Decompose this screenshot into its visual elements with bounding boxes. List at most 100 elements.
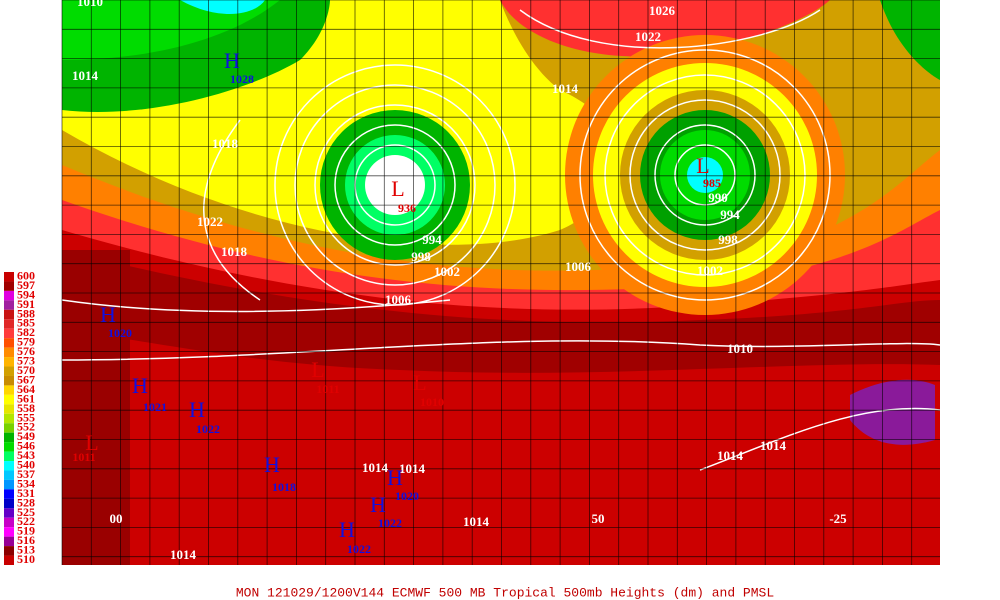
high-symbol: H xyxy=(100,302,116,327)
color-scale-label: 543 xyxy=(17,448,35,462)
color-scale-label: 564 xyxy=(17,382,35,396)
pressure-centers: H 1028 H 1020 H 1021 H 1022 H 1018 H 102… xyxy=(72,48,721,556)
isobar-label: 1014 xyxy=(170,547,197,562)
color-swatch xyxy=(4,517,14,528)
color-scale-label: 558 xyxy=(17,401,35,415)
color-swatch xyxy=(4,413,14,424)
high-symbol: H xyxy=(339,517,355,542)
color-swatch xyxy=(4,347,14,358)
high-value: 1022 xyxy=(347,542,371,556)
isobar-label: 994 xyxy=(720,207,740,222)
isobar-label: 1026 xyxy=(649,3,676,18)
color-swatch xyxy=(4,423,14,433)
color-scale-label: 552 xyxy=(17,420,35,434)
isobar-label: 998 xyxy=(411,249,431,264)
color-scale-label: 519 xyxy=(17,524,35,538)
color-swatch xyxy=(4,461,14,471)
color-scale-label: 579 xyxy=(17,335,35,349)
low-value: 1011 xyxy=(72,450,95,464)
isobar-label: 1014 xyxy=(552,81,579,96)
color-scale-label: 531 xyxy=(17,486,35,500)
color-scale-label: 522 xyxy=(17,514,35,528)
color-swatch xyxy=(4,508,14,518)
color-swatch xyxy=(4,442,14,452)
color-swatch xyxy=(4,432,14,443)
height-field xyxy=(62,0,940,565)
low-symbol: L xyxy=(85,430,98,455)
high-symbol: H xyxy=(370,492,386,517)
isobar-label: 1014 xyxy=(399,461,426,476)
color-swatch xyxy=(4,536,14,547)
high-symbol: H xyxy=(189,397,205,422)
color-scale-label: 576 xyxy=(17,344,35,358)
color-swatch xyxy=(4,479,14,490)
longitude-label: -25 xyxy=(829,511,847,526)
high-value: 1022 xyxy=(196,422,220,436)
isobar-label: 1006 xyxy=(565,259,592,274)
color-swatch xyxy=(4,470,14,480)
color-scale-label: 516 xyxy=(17,533,35,547)
color-swatch xyxy=(4,555,14,565)
high-value: 1022 xyxy=(378,516,402,530)
isobar-label: 1014 xyxy=(717,448,744,463)
low-symbol: L xyxy=(696,153,709,178)
low-value: 1011 xyxy=(316,382,339,396)
color-scale-label: 534 xyxy=(17,476,35,490)
color-scale-label: 528 xyxy=(17,495,35,509)
color-scale: 6005975945915885855825795765735705675645… xyxy=(4,268,35,566)
isobar-label: 1014 xyxy=(72,68,99,83)
color-swatch xyxy=(4,309,14,320)
color-scale-label: 510 xyxy=(17,552,35,566)
isobar-label: 1018 xyxy=(221,244,248,259)
low-symbol: L xyxy=(413,370,426,395)
isobar-label: 1010 xyxy=(727,341,753,356)
color-scale-label: 588 xyxy=(17,306,35,320)
color-scale-label: 513 xyxy=(17,543,35,557)
color-swatch xyxy=(4,300,14,310)
high-symbol: H xyxy=(387,465,403,490)
color-scale-label: 561 xyxy=(17,391,35,405)
color-scale-label: 594 xyxy=(17,287,35,301)
color-scale-label: 567 xyxy=(17,372,35,386)
longitude-label: 50 xyxy=(592,511,605,526)
color-scale-label: 570 xyxy=(17,363,35,377)
color-scale-label: 537 xyxy=(17,467,35,481)
color-scale-label: 600 xyxy=(17,268,35,282)
color-swatch xyxy=(4,394,14,405)
color-swatch xyxy=(4,290,14,301)
color-scale-label: 549 xyxy=(17,429,35,443)
color-scale-label: 582 xyxy=(17,325,35,339)
isobar-labels: 1010 1026 1022 1014 1014 1018 1022 1018 … xyxy=(72,0,787,562)
high-symbol: H xyxy=(264,452,280,477)
isobar-label: 1022 xyxy=(635,29,661,44)
high-value: 1020 xyxy=(108,326,132,340)
grid-labels: 00 50 -25 xyxy=(110,511,848,526)
isobar-label: 1010 xyxy=(77,0,103,9)
isobar-label: 1002 xyxy=(697,263,723,278)
color-swatch xyxy=(4,375,14,386)
longitude-label: 00 xyxy=(110,511,123,526)
color-swatch xyxy=(4,546,14,556)
isobar-label: 998 xyxy=(718,232,738,247)
high-value: 1021 xyxy=(143,400,167,414)
color-swatch xyxy=(4,357,14,367)
color-swatch xyxy=(4,489,14,499)
isobar-label: 1002 xyxy=(434,264,460,279)
color-swatch xyxy=(4,319,14,329)
map-title: MON 121029/1200V144 ECMWF 500 MB Tropica… xyxy=(236,585,774,600)
color-swatch xyxy=(4,272,14,282)
low-value: 985 xyxy=(703,176,721,190)
high-symbol: H xyxy=(224,48,240,73)
low-symbol: L xyxy=(311,357,324,382)
color-swatch xyxy=(4,366,14,376)
low-value: 1010 xyxy=(420,395,444,409)
color-swatch xyxy=(4,385,14,395)
color-scale-label: 546 xyxy=(17,439,35,453)
color-swatch xyxy=(4,498,14,509)
color-swatch xyxy=(4,527,14,537)
color-scale-label: 555 xyxy=(17,410,35,424)
isobar-label: 1014 xyxy=(760,438,787,453)
high-value: 1018 xyxy=(272,480,296,494)
